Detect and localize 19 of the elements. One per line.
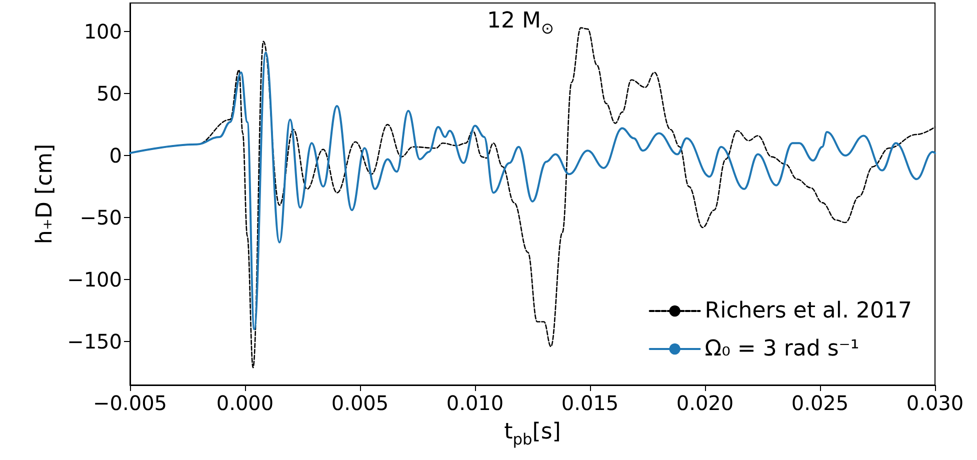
y-tick-label: 50 (96, 82, 122, 106)
y-axis-title: h₊D [cm] (32, 144, 58, 244)
y-tick-label: 0 (109, 144, 122, 168)
x-tick-label: 0.025 (791, 391, 849, 415)
x-tick-label: 0.010 (446, 391, 504, 415)
x-tick-label: 0.020 (676, 391, 734, 415)
y-tick-label: −50 (80, 206, 122, 230)
x-tick-label: −0.005 (92, 391, 168, 415)
x-tick-label: 0.000 (216, 391, 274, 415)
x-tick-label: 0.015 (561, 391, 619, 415)
y-tick-label: −100 (67, 268, 122, 292)
line-series (129, 52, 936, 330)
legend-label: Ω₀ = 3 rad s⁻¹ (704, 336, 860, 362)
annotation: 12 M⊙ (487, 8, 554, 38)
y-tick-label: −150 (67, 330, 122, 354)
legend-label: Richers et al. 2017 (704, 298, 912, 324)
y-tick-label: 100 (84, 20, 122, 44)
x-tick-label: 0.005 (331, 391, 389, 415)
x-tick-label: 0.030 (906, 391, 964, 415)
